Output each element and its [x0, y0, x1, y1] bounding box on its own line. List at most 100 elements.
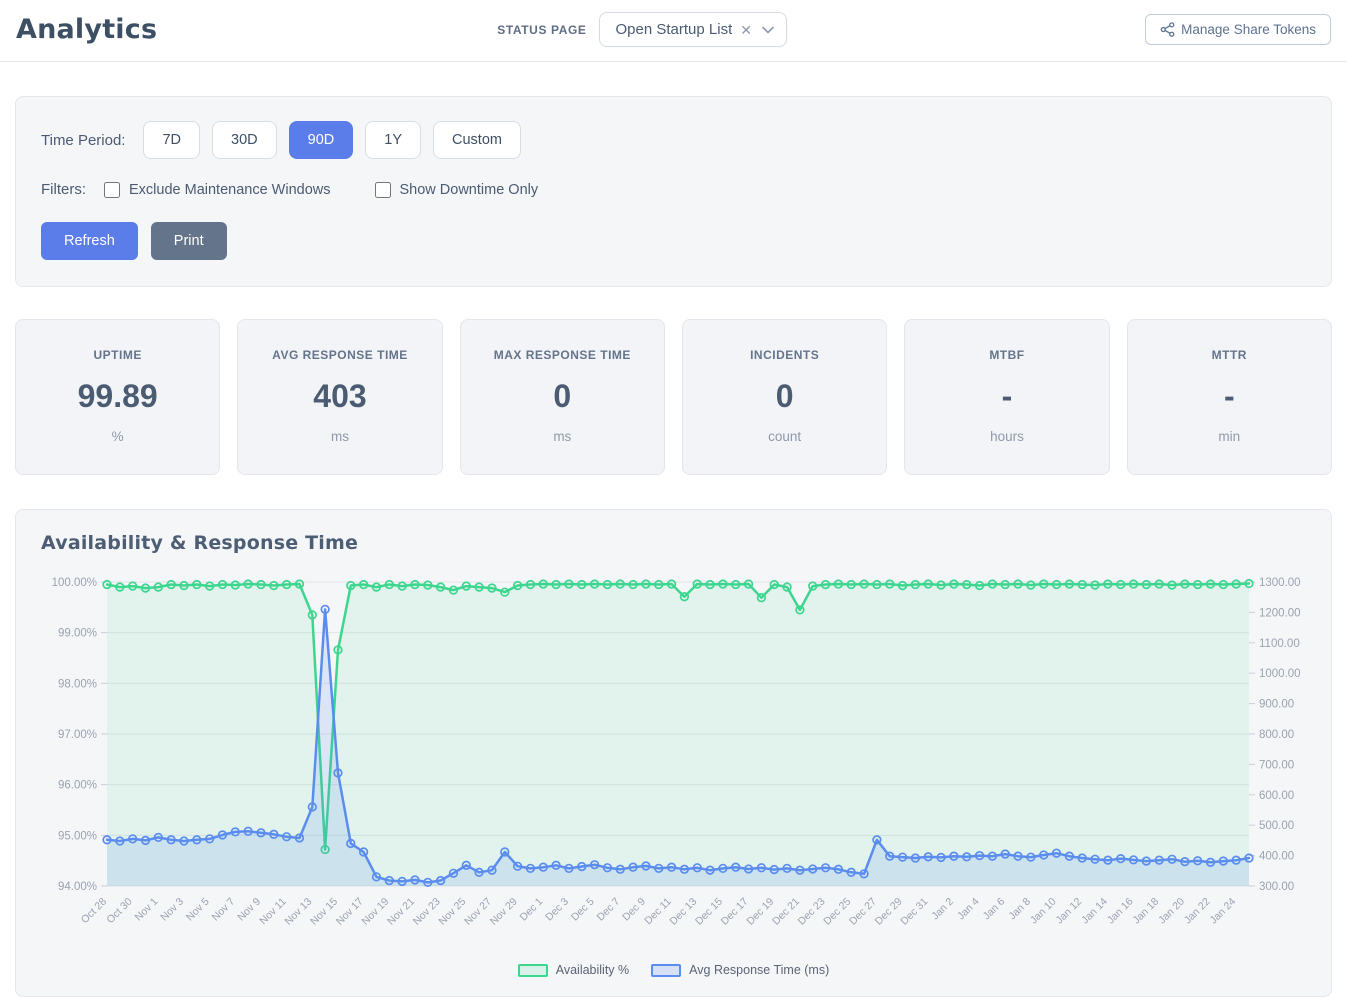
response-point[interactable] — [833, 864, 844, 874]
response-point[interactable] — [423, 877, 433, 888]
response-point[interactable] — [615, 864, 625, 874]
availability-point[interactable] — [962, 579, 972, 590]
availability-point[interactable] — [589, 579, 600, 589]
response-point[interactable] — [358, 847, 369, 857]
availability-point[interactable] — [564, 579, 574, 589]
availability-point[interactable] — [487, 583, 497, 593]
response-point[interactable] — [269, 829, 279, 839]
response-point[interactable] — [487, 865, 497, 875]
availability-point[interactable] — [1077, 579, 1087, 590]
response-point[interactable] — [1154, 855, 1164, 865]
availability-point[interactable] — [628, 579, 638, 590]
availability-point[interactable] — [910, 579, 921, 590]
response-point[interactable] — [1000, 849, 1010, 859]
response-point[interactable] — [846, 867, 856, 877]
response-point[interactable] — [1077, 853, 1087, 863]
response-point[interactable] — [679, 864, 690, 874]
availability-point[interactable] — [243, 579, 253, 589]
refresh-button[interactable]: Refresh — [41, 222, 138, 260]
response-point[interactable] — [743, 864, 754, 874]
response-point[interactable] — [1039, 850, 1049, 860]
response-point[interactable] — [1141, 856, 1151, 866]
response-point[interactable] — [808, 864, 818, 874]
time-period-custom-button[interactable]: Custom — [433, 121, 521, 159]
response-point[interactable] — [577, 861, 587, 872]
response-point[interactable] — [153, 832, 163, 843]
availability-point[interactable] — [474, 582, 484, 592]
response-point[interactable] — [140, 835, 151, 846]
response-point[interactable] — [115, 836, 125, 846]
response-point[interactable] — [128, 834, 138, 844]
availability-point[interactable] — [885, 579, 895, 589]
availability-point[interactable] — [705, 579, 715, 590]
availability-point[interactable] — [128, 581, 138, 591]
response-point[interactable] — [885, 851, 895, 861]
response-point[interactable] — [281, 832, 292, 842]
response-point[interactable] — [654, 863, 664, 874]
availability-point[interactable] — [769, 579, 779, 590]
response-point[interactable] — [256, 828, 266, 838]
response-point[interactable] — [320, 604, 330, 615]
response-point[interactable] — [872, 835, 882, 845]
response-point[interactable] — [1026, 852, 1036, 862]
availability-point[interactable] — [102, 579, 112, 590]
response-point[interactable] — [962, 852, 972, 862]
availability-point[interactable] — [525, 579, 536, 590]
availability-point[interactable] — [320, 844, 330, 855]
availability-point[interactable] — [230, 580, 240, 590]
availability-point[interactable] — [692, 579, 702, 589]
response-point[interactable] — [166, 835, 176, 845]
response-point[interactable] — [987, 851, 998, 861]
availability-point[interactable] — [872, 579, 882, 590]
availability-point[interactable] — [679, 592, 690, 602]
response-point[interactable] — [307, 802, 317, 812]
availability-point[interactable] — [179, 580, 189, 591]
availability-point[interactable] — [1180, 579, 1190, 589]
availability-point[interactable] — [897, 580, 908, 591]
availability-point[interactable] — [423, 580, 433, 590]
response-point[interactable] — [461, 860, 471, 870]
exclude-maintenance-checkbox[interactable]: Exclude Maintenance Windows — [104, 181, 331, 198]
response-point[interactable] — [1167, 854, 1177, 864]
availability-point[interactable] — [1167, 580, 1177, 590]
availability-point[interactable] — [538, 579, 548, 589]
availability-point[interactable] — [731, 579, 741, 590]
response-point[interactable] — [949, 851, 959, 861]
response-point[interactable] — [692, 863, 702, 873]
response-point[interactable] — [564, 863, 574, 874]
response-point[interactable] — [230, 827, 240, 837]
availability-point[interactable] — [859, 579, 869, 589]
availability-point[interactable] — [1090, 580, 1100, 590]
clear-selection-icon[interactable]: ✕ — [740, 21, 752, 38]
availability-point[interactable] — [615, 579, 625, 589]
availability-point[interactable] — [307, 610, 317, 620]
time-period-90d-button[interactable]: 90D — [288, 121, 354, 159]
availability-point[interactable] — [1244, 578, 1254, 589]
time-period-7d-button[interactable]: 7D — [143, 121, 201, 159]
response-point[interactable] — [551, 860, 561, 870]
availability-point[interactable] — [256, 579, 266, 590]
response-point[interactable] — [205, 834, 215, 844]
availability-point[interactable] — [974, 580, 985, 591]
availability-point[interactable] — [371, 582, 382, 592]
response-point[interactable] — [179, 836, 189, 846]
availability-point[interactable] — [435, 582, 446, 592]
response-point[interactable] — [1103, 855, 1113, 865]
legend-item-availability[interactable]: Availability % — [517, 963, 629, 977]
availability-point[interactable] — [846, 579, 856, 590]
response-point[interactable] — [500, 847, 510, 857]
response-point[interactable] — [1013, 851, 1023, 861]
availability-point[interactable] — [500, 587, 510, 597]
response-point[interactable] — [756, 863, 767, 873]
response-point[interactable] — [333, 768, 343, 778]
availability-point[interactable] — [602, 579, 613, 590]
print-button[interactable]: Print — [150, 222, 227, 260]
response-point[interactable] — [1193, 856, 1203, 866]
availability-point[interactable] — [1231, 579, 1241, 589]
availability-point[interactable] — [512, 580, 523, 591]
exclude-maintenance-checkbox-input[interactable] — [104, 181, 120, 198]
availability-point[interactable] — [192, 579, 202, 590]
response-point[interactable] — [1244, 853, 1254, 863]
response-point[interactable] — [397, 876, 407, 887]
time-period-1y-button[interactable]: 1Y — [365, 121, 421, 159]
